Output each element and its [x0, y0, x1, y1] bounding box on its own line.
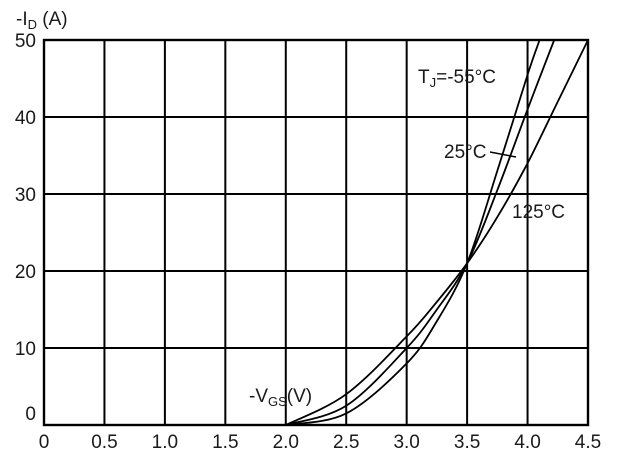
y-tick-label: 50	[15, 31, 36, 52]
x-tick-label: 1.5	[212, 432, 238, 453]
series-label-leader-25c	[489, 151, 517, 158]
series-label-tj-minus-55c: TJ=-55°C	[418, 67, 496, 90]
y-tick-label: 40	[15, 108, 36, 129]
x-tick-label: 1.0	[152, 432, 178, 453]
x-tick-label: 4.5	[575, 432, 601, 453]
series-label-125c: 125°C	[512, 202, 565, 223]
series-label-25c: 25°C	[444, 142, 486, 163]
x-tick-label: 0	[39, 432, 50, 453]
y-tick-label: 20	[15, 262, 36, 283]
x-tick-label: 0.5	[91, 432, 117, 453]
series-curve-tj-minus-55c	[285, 39, 541, 426]
y-tick-label: 30	[15, 185, 36, 206]
series-curve-125c	[285, 39, 589, 426]
x-tick-labels: 0 0.5 1.0 1.5 2.0 2.5 3.0 3.5 4.0 4.5	[39, 432, 602, 453]
x-tick-label: 4.0	[514, 432, 540, 453]
y-tick-labels: 0 10 20 30 40 50	[15, 31, 36, 425]
x-axis-label: -VGS(V)	[249, 386, 312, 409]
y-axis-label: -ID (A)	[16, 9, 68, 32]
series-curve-25c	[285, 39, 556, 426]
x-tick-label: 3.5	[454, 432, 480, 453]
x-tick-label: 2.5	[333, 432, 359, 453]
grid-lines	[44, 40, 588, 425]
x-tick-label: 2.0	[273, 432, 299, 453]
x-tick-label: 3.0	[393, 432, 419, 453]
y-tick-label: 10	[15, 339, 36, 360]
series-curves	[285, 39, 589, 426]
y-tick-label: 0	[25, 404, 36, 425]
plot-frame	[42, 38, 590, 427]
